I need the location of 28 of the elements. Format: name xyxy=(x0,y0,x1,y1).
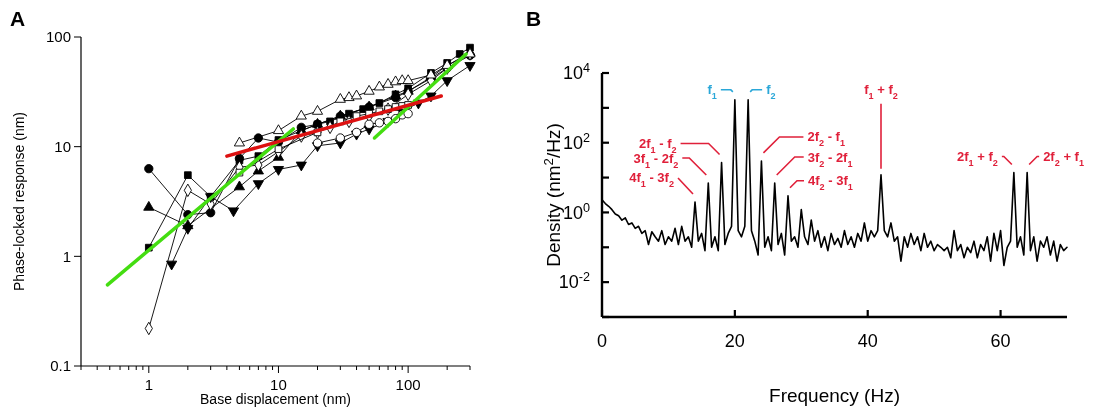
annotation: 4f$_{2}$ - 3f$_{1}$ xyxy=(808,173,853,193)
x-tick-label: 1 xyxy=(144,376,153,393)
y-tick-label: 10$^{-2}$ xyxy=(558,270,590,293)
x-tick-label: 20 xyxy=(724,331,745,351)
chart-title: B xyxy=(526,7,542,30)
annotation: 2f$_{2}$ - f$_{1}$ xyxy=(807,129,846,149)
x-tick-label: 60 xyxy=(990,331,1011,351)
y-tick-label: 10 xyxy=(54,137,71,155)
annotation: 2f$_{1}$ + f$_{2}$ xyxy=(957,149,998,169)
x-tick-label: 0 xyxy=(596,331,608,351)
x-axis-title: Frequency (Hz) xyxy=(769,385,900,406)
annotation: f$_{2}$ xyxy=(766,82,776,102)
y-tick-label: 1 xyxy=(62,247,71,265)
y-tick-label: 0.1 xyxy=(50,357,71,375)
annotation: f$_{1}$ xyxy=(707,82,717,102)
y-axis-title: Phase-locked response (nm) xyxy=(11,112,27,291)
y-tick-label: 10$^{2}$ xyxy=(562,131,590,154)
x-tick-label: 10 xyxy=(270,376,287,393)
annotation: 4f$_{1}$ - 3f$_{2}$ xyxy=(629,170,674,190)
annotation: f$_{1}$ + f$_{2}$ xyxy=(864,82,898,102)
chart-title: A xyxy=(10,7,26,30)
annotation: 2f$_{2}$ + f$_{1}$ xyxy=(1043,149,1084,169)
x-tick-label: 100 xyxy=(395,376,421,393)
annotation: 3f$_{2}$ - 2f$_{1}$ xyxy=(807,149,853,169)
x-axis-title: Base displacement (nm) xyxy=(200,391,351,407)
y-tick-label: 100 xyxy=(45,28,71,46)
x-tick-label: 40 xyxy=(857,331,878,351)
y-tick-label: 10$^{4}$ xyxy=(562,61,590,84)
